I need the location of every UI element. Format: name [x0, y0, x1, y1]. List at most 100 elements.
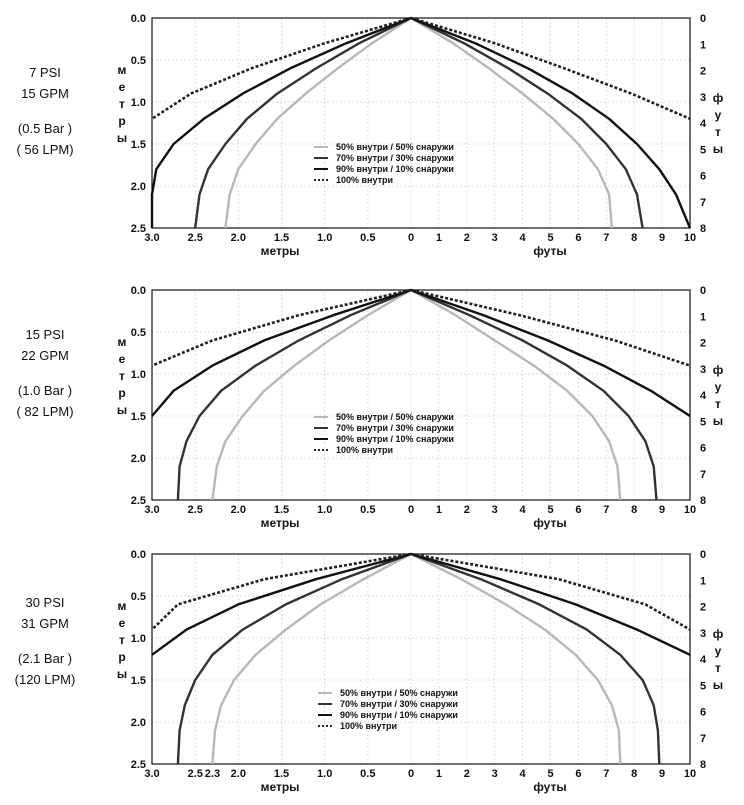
flow-gpm: 31 GPM [21, 616, 69, 631]
legend-label-4: 100% внутри [340, 721, 397, 731]
x-left-tick-label: 3.0 [144, 768, 159, 780]
x-right-tick-label: 5 [547, 504, 553, 516]
y-right-axis-label-char: у [715, 644, 722, 658]
y-right-tick-label: 3 [700, 628, 706, 640]
x-left-axis-label: метры [261, 516, 300, 530]
x-left-tick-label: 2.0 [231, 232, 246, 244]
x-right-tick-label: 7 [603, 232, 609, 244]
y-right-axis-label-char: ф [713, 627, 724, 641]
x-right-tick-label: 3 [492, 768, 498, 780]
conditions-label-1: 7 PSI 15 GPM (0.5 Bar ) ( 56 LPM) [0, 62, 90, 160]
x-left-tick-label: 0 [408, 768, 414, 780]
y-right-tick-label: 2 [700, 338, 706, 350]
series-line-right-2 [410, 288, 658, 501]
series-line-left-4 [151, 288, 412, 367]
x-right-axis-label: футы [533, 780, 566, 794]
series-line-right-3 [410, 552, 691, 656]
y-right-tick-label: 8 [700, 495, 706, 507]
pressure-psi: 7 PSI [29, 65, 61, 80]
y-left-tick-label: 1.0 [131, 633, 146, 645]
y-left-tick-label: 1.5 [131, 411, 146, 423]
series-line-left-2 [176, 552, 412, 765]
y-left-axis-label-char: т [119, 97, 125, 111]
series-line-left-3 [151, 288, 412, 417]
y-left-tick-label: 2.5 [131, 759, 146, 771]
y-left-axis-label-char: т [119, 369, 125, 383]
x-right-tick-label: 7 [603, 504, 609, 516]
x-left-axis-label: метры [261, 780, 300, 794]
y-left-axis-label-char: р [118, 650, 125, 664]
flow-lpm: ( 82 LPM) [16, 404, 74, 419]
x-right-tick-label: 5 [547, 768, 553, 780]
chart-panel-2: 15 PSI 22 GPM (1.0 Bar ) ( 82 LPM) 0.0 0.… [0, 272, 744, 540]
x-right-tick-label: 3 [492, 504, 498, 516]
y-left-axis-label-char: м [118, 335, 127, 349]
x-left-tick-label: 1.5 [274, 768, 289, 780]
x-left-tick-label: 1.0 [317, 232, 332, 244]
x-right-tick-label: 9 [659, 232, 665, 244]
legend-label-4: 100% внутри [336, 445, 393, 455]
y-left-axis-label-char: ы [117, 131, 127, 145]
y-left-tick-label: 2.0 [131, 453, 146, 465]
y-right-tick-label: 2 [700, 602, 706, 614]
series-line-left-2 [194, 16, 412, 229]
y-right-axis-label-char: ы [713, 414, 723, 428]
y-left-axis-label-char: ы [117, 403, 127, 417]
legend-label-2: 70% внутри / 30% снаружи [336, 153, 454, 163]
x-right-tick-label: 10 [684, 768, 696, 780]
y-left-axis-label-char: м [118, 63, 127, 77]
legend-label-1: 50% внутри / 50% снаружи [336, 142, 454, 152]
y-right-tick-label: 3 [700, 92, 706, 104]
x-left-tick-label: 0 [408, 232, 414, 244]
x-left-tick-label: 0.5 [360, 768, 375, 780]
x-right-tick-label: 5 [547, 232, 553, 244]
x-left-tick-label: 3.0 [144, 232, 159, 244]
series-line-right-1 [410, 288, 622, 501]
pressure-bar: (2.1 Bar ) [17, 651, 73, 666]
y-left-tick-label: 2.0 [131, 181, 146, 193]
y-right-tick-label: 1 [700, 575, 706, 587]
y-right-tick-label: 4 [700, 654, 707, 666]
chart-panel-1: 7 PSI 15 GPM (0.5 Bar ) ( 56 LPM) 0.0 0.5… [0, 0, 744, 268]
series-line-left-1 [211, 288, 412, 501]
y-right-tick-label: 0 [700, 549, 706, 561]
y-right-tick-label: 7 [700, 197, 706, 209]
x-right-tick-label: 6 [575, 504, 581, 516]
x-left-tick-label: 1.5 [274, 504, 289, 516]
flow-lpm: (120 LPM) [14, 672, 76, 687]
y-right-tick-label: 7 [700, 733, 706, 745]
y-left-tick-label: 0.5 [131, 327, 146, 339]
y-right-tick-label: 7 [700, 469, 706, 481]
y-right-tick-label: 6 [700, 443, 706, 455]
chart-panel-3: 30 PSI 31 GPM (2.1 Bar ) (120 LPM) 0.0 0.… [0, 536, 744, 804]
legend-label-1: 50% внутри / 50% снаружи [340, 688, 458, 698]
flow-lpm: ( 56 LPM) [16, 142, 74, 157]
y-left-tick-label: 0.5 [131, 55, 146, 67]
y-right-tick-label: 1 [700, 39, 706, 51]
y-right-tick-label: 6 [700, 171, 706, 183]
series-line-right-1 [410, 16, 614, 229]
series-line-right-2 [410, 16, 644, 229]
series-line-left-3 [151, 552, 412, 656]
series-line-right-3 [410, 288, 691, 418]
y-right-axis-label-char: у [715, 380, 722, 394]
legend-label-3: 90% внутри / 10% снаружи [340, 710, 458, 720]
series-line-left-2 [176, 288, 412, 501]
x-right-axis-label: футы [533, 244, 566, 258]
x-right-tick-label: 2 [464, 232, 470, 244]
x-left-tick-label: 0.5 [360, 232, 375, 244]
series-line-left-3 [150, 16, 412, 228]
x-right-tick-label: 1 [436, 768, 442, 780]
y-right-tick-label: 3 [700, 364, 706, 376]
x-left-tick-label: 2.5 [188, 768, 203, 780]
plot-frame [151, 289, 691, 501]
x-right-tick-label: 2 [464, 504, 470, 516]
y-left-axis-label-char: т [119, 633, 125, 647]
conditions-label-2: 15 PSI 22 GPM (1.0 Bar ) ( 82 LPM) [0, 324, 90, 422]
pressure-psi: 15 PSI [25, 327, 65, 342]
x-left-tick-label: 0.5 [360, 504, 375, 516]
y-right-axis-label-char: ф [713, 363, 724, 377]
y-left-tick-label: 2.5 [131, 495, 146, 507]
